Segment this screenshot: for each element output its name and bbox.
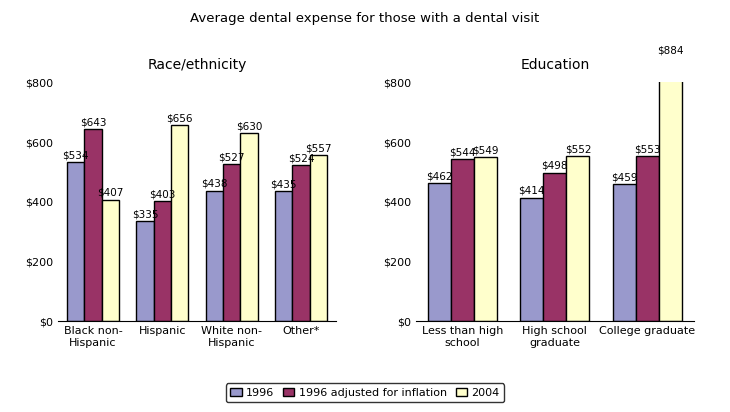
Text: $462: $462 — [426, 171, 453, 182]
Bar — [223, 164, 240, 321]
Title: Race/ethnicity: Race/ethnicity — [147, 58, 247, 72]
Bar — [67, 162, 85, 321]
Bar — [450, 159, 474, 321]
Bar — [543, 173, 566, 321]
Bar — [659, 57, 682, 321]
Text: $414: $414 — [518, 186, 545, 196]
Bar — [275, 192, 293, 321]
Title: Education: Education — [520, 58, 589, 72]
Bar — [520, 198, 543, 321]
Bar — [85, 129, 101, 321]
Text: $524: $524 — [288, 153, 315, 163]
Text: $643: $643 — [80, 117, 107, 127]
Text: $498: $498 — [542, 161, 568, 171]
Bar — [137, 221, 154, 321]
Text: Average dental expense for those with a dental visit: Average dental expense for those with a … — [191, 12, 539, 26]
Text: $527: $527 — [218, 152, 245, 162]
Text: $549: $549 — [472, 145, 499, 156]
Text: $553: $553 — [634, 144, 661, 154]
Text: $534: $534 — [63, 150, 89, 160]
Bar — [636, 156, 658, 321]
Text: $438: $438 — [201, 179, 228, 189]
Text: $407: $407 — [97, 188, 123, 198]
Bar — [206, 190, 223, 321]
Bar — [240, 133, 258, 321]
Bar — [101, 200, 119, 321]
Legend: 1996, 1996 adjusted for inflation, 2004: 1996, 1996 adjusted for inflation, 2004 — [226, 383, 504, 403]
Text: $552: $552 — [565, 145, 591, 154]
Bar — [566, 157, 590, 321]
Bar — [474, 157, 497, 321]
Text: $656: $656 — [166, 114, 193, 124]
Bar — [154, 201, 171, 321]
Bar — [171, 125, 188, 321]
Text: $335: $335 — [132, 210, 158, 220]
Text: $544: $544 — [449, 147, 475, 157]
Text: $435: $435 — [271, 180, 297, 190]
Bar — [310, 155, 327, 321]
Text: $459: $459 — [611, 173, 637, 183]
Bar — [293, 165, 310, 321]
Bar — [428, 183, 450, 321]
Bar — [612, 184, 636, 321]
Text: $557: $557 — [305, 143, 331, 153]
Text: $403: $403 — [149, 189, 176, 199]
Text: $884: $884 — [657, 45, 683, 56]
Text: $630: $630 — [236, 122, 262, 131]
